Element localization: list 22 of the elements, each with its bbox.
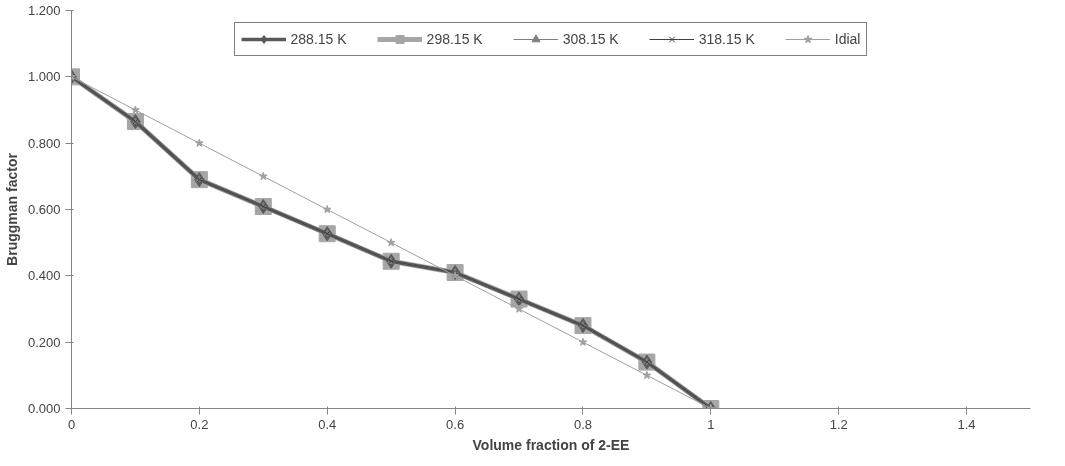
x-tick-label: 0.6 (446, 416, 465, 432)
y-tick-label: 0.800 (27, 135, 61, 151)
x-tick-label: 1.2 (829, 416, 848, 432)
legend-label: Idial (834, 31, 861, 47)
x-tick-label: 0.2 (190, 416, 209, 432)
x-tick-label: 0.8 (573, 416, 593, 432)
x-axis-title: Volume fraction of 2-EE (472, 436, 630, 453)
legend-label: 288.15 K (290, 31, 347, 47)
y-axis-title: Bruggman factor (3, 152, 20, 266)
x-tick-label: 0.4 (318, 416, 337, 432)
x-tick-label: 0 (67, 416, 76, 432)
x-tick-label: 1.4 (957, 416, 976, 432)
y-tick-label: 0.000 (27, 401, 61, 416)
y-tick-label: 0.200 (27, 334, 61, 350)
y-tick-label: 0.600 (27, 202, 61, 217)
y-tick-label: 1.200 (27, 3, 61, 18)
y-tick-label: 0.400 (27, 268, 61, 284)
legend-label: 298.15 K (426, 31, 483, 47)
legend-label: 308.15 K (562, 31, 619, 47)
legend-label: 318.15 K (698, 31, 755, 47)
x-tick-label: 1 (707, 416, 715, 432)
y-tick-label: 1.000 (27, 69, 61, 85)
